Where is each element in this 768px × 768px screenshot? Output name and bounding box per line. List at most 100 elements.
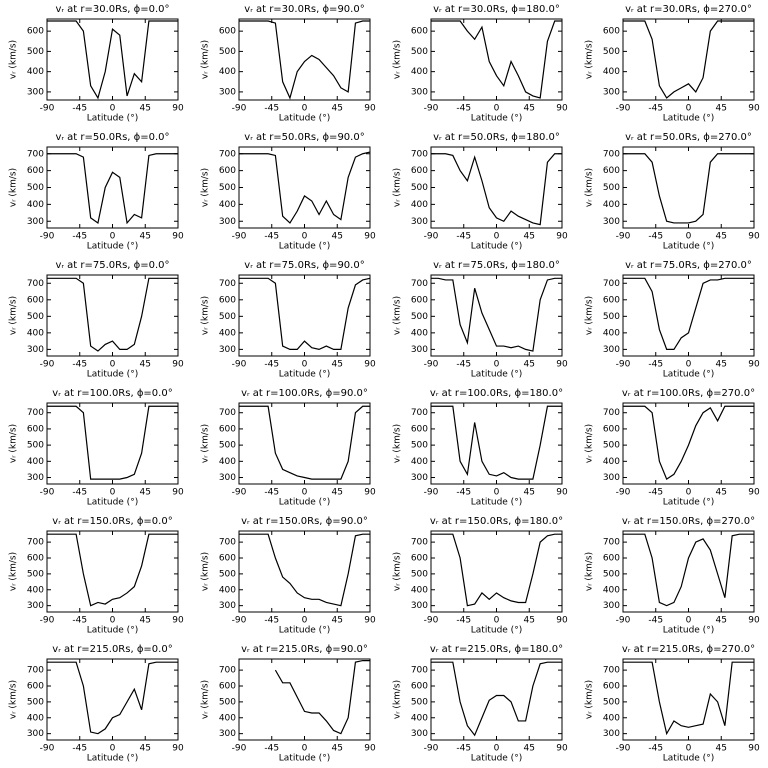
y-tick-label: 500 [603, 183, 620, 193]
panel: vᵣ at r=215.0Rs, ϕ=0.0° -90 -45 0 45 90 300 400… [9, 644, 184, 764]
panel-title: vᵣ at r=75.0Rs, ϕ=270.0° [625, 260, 752, 271]
y-tick-label: 300 [603, 473, 620, 483]
x-tick-label: 0 [110, 744, 116, 754]
panel-title: vᵣ at r=30.0Rs, ϕ=270.0° [625, 4, 752, 15]
x-tick-label: -90 [40, 360, 55, 370]
y-tick-label: 700 [411, 149, 428, 159]
panel: vᵣ at r=50.0Rs, ϕ=180.0° -90 -45 0 45 90 300 40… [393, 132, 568, 252]
panel: vᵣ at r=30.0Rs, ϕ=0.0° -90 -45 0 45 90 300 400 5… [9, 4, 184, 124]
data-line [623, 661, 754, 736]
panel-title: vᵣ at r=50.0Rs, ϕ=180.0° [433, 132, 560, 143]
data-line [47, 20, 178, 100]
y-axis-label: vᵣ (km/s) [585, 40, 595, 79]
y-tick-label: 300 [411, 473, 428, 483]
panel-title: vᵣ at r=75.0Rs, ϕ=90.0° [244, 260, 364, 271]
panel-title: vᵣ at r=50.0Rs, ϕ=270.0° [625, 132, 752, 143]
plot-frame [430, 658, 563, 741]
panel-title: vᵣ at r=215.0Rs, ϕ=90.0° [241, 644, 368, 655]
plot-frame [46, 402, 179, 485]
x-tick-label: -45 [456, 360, 471, 370]
x-tick-label: -90 [424, 360, 439, 370]
y-tick-label: 300 [603, 87, 620, 97]
panel-title: vᵣ at r=150.0Rs, ϕ=90.0° [241, 516, 368, 527]
x-tick-label: 45 [524, 488, 535, 498]
y-axis-label: vᵣ (km/s) [201, 424, 211, 463]
y-axis-label: vᵣ (km/s) [9, 680, 19, 719]
y-tick-label: 300 [219, 473, 236, 483]
x-tick-label: -90 [616, 744, 631, 754]
y-tick-label: 300 [27, 729, 44, 739]
x-tick-label: 45 [332, 104, 343, 114]
y-axis-label: vᵣ (km/s) [585, 424, 595, 463]
data-line [47, 533, 178, 607]
y-axis-label: vᵣ (km/s) [201, 680, 211, 719]
x-tick-label: -45 [648, 488, 663, 498]
y-tick-label: 500 [27, 312, 44, 322]
x-tick-label: -45 [72, 104, 87, 114]
y-tick-label: 500 [603, 697, 620, 707]
y-tick-label: 500 [27, 441, 44, 451]
y-tick-label: 400 [603, 585, 620, 595]
x-tick-label: -90 [40, 104, 55, 114]
y-tick-label: 600 [219, 424, 236, 434]
x-axis-label: Latitude (°) [279, 242, 330, 252]
x-tick-label: 45 [140, 104, 151, 114]
y-tick-label: 600 [27, 554, 44, 564]
y-tick-label: 500 [411, 697, 428, 707]
x-tick-label: -90 [424, 488, 439, 498]
x-tick-label: 45 [140, 616, 151, 626]
data-line [623, 533, 754, 607]
y-tick-label: 400 [27, 457, 44, 467]
x-tick-label: 0 [686, 232, 692, 242]
y-tick-label: 700 [27, 666, 44, 676]
x-tick-label: 0 [302, 232, 308, 242]
data-line [239, 277, 370, 351]
y-tick-label: 300 [27, 473, 44, 483]
y-axis-label: vᵣ (km/s) [393, 424, 403, 463]
x-axis-label: Latitude (°) [279, 754, 330, 764]
x-tick-label: 90 [748, 744, 760, 754]
x-tick-label: -45 [264, 616, 279, 626]
data-line [431, 661, 562, 737]
x-tick-label: 45 [332, 232, 343, 242]
y-tick-label: 600 [411, 424, 428, 434]
x-tick-label: 0 [110, 616, 116, 626]
panel: vᵣ at r=215.0Rs, ϕ=180.0° -90 -45 0 45 90 300 4… [393, 644, 568, 764]
y-tick-label: 500 [219, 569, 236, 579]
data-line [239, 405, 370, 480]
x-tick-label: 0 [302, 104, 308, 114]
y-tick-label: 400 [27, 328, 44, 338]
panel: vᵣ at r=30.0Rs, ϕ=270.0° -90 -45 0 45 90 300 40… [585, 4, 760, 124]
y-tick-label: 600 [603, 424, 620, 434]
y-axis-label: vᵣ (km/s) [585, 680, 595, 719]
plot-frame [430, 146, 563, 229]
y-tick-label: 500 [219, 441, 236, 451]
panel: vᵣ at r=150.0Rs, ϕ=90.0° -90 -45 0 45 90 300 40… [201, 516, 376, 636]
data-line [623, 20, 754, 99]
y-tick-label: 700 [219, 408, 236, 418]
x-tick-label: 0 [494, 232, 500, 242]
plot-frame [238, 530, 371, 613]
y-axis-label: vᵣ (km/s) [9, 424, 19, 463]
x-tick-label: 0 [686, 616, 692, 626]
panel-title: vᵣ at r=30.0Rs, ϕ=0.0° [55, 4, 169, 15]
x-tick-label: 45 [716, 488, 727, 498]
x-tick-label: 45 [716, 232, 727, 242]
y-tick-label: 400 [603, 328, 620, 338]
panel-title: vᵣ at r=100.0Rs, ϕ=90.0° [241, 388, 368, 399]
panel-title: vᵣ at r=150.0Rs, ϕ=270.0° [622, 516, 755, 527]
x-tick-label: 90 [172, 488, 184, 498]
x-tick-label: 45 [332, 488, 343, 498]
plot-frame [430, 402, 563, 485]
y-tick-label: 300 [411, 601, 428, 611]
y-tick-label: 600 [27, 424, 44, 434]
x-tick-label: 45 [332, 360, 343, 370]
y-tick-label: 400 [411, 713, 428, 723]
x-tick-label: -45 [456, 744, 471, 754]
y-axis-label: vᵣ (km/s) [9, 552, 19, 591]
y-axis-label: vᵣ (km/s) [393, 296, 403, 335]
x-tick-label: 90 [748, 360, 760, 370]
y-tick-label: 400 [27, 67, 44, 77]
panel-title: vᵣ at r=215.0Rs, ϕ=0.0° [52, 644, 172, 655]
y-tick-label: 600 [27, 295, 44, 305]
